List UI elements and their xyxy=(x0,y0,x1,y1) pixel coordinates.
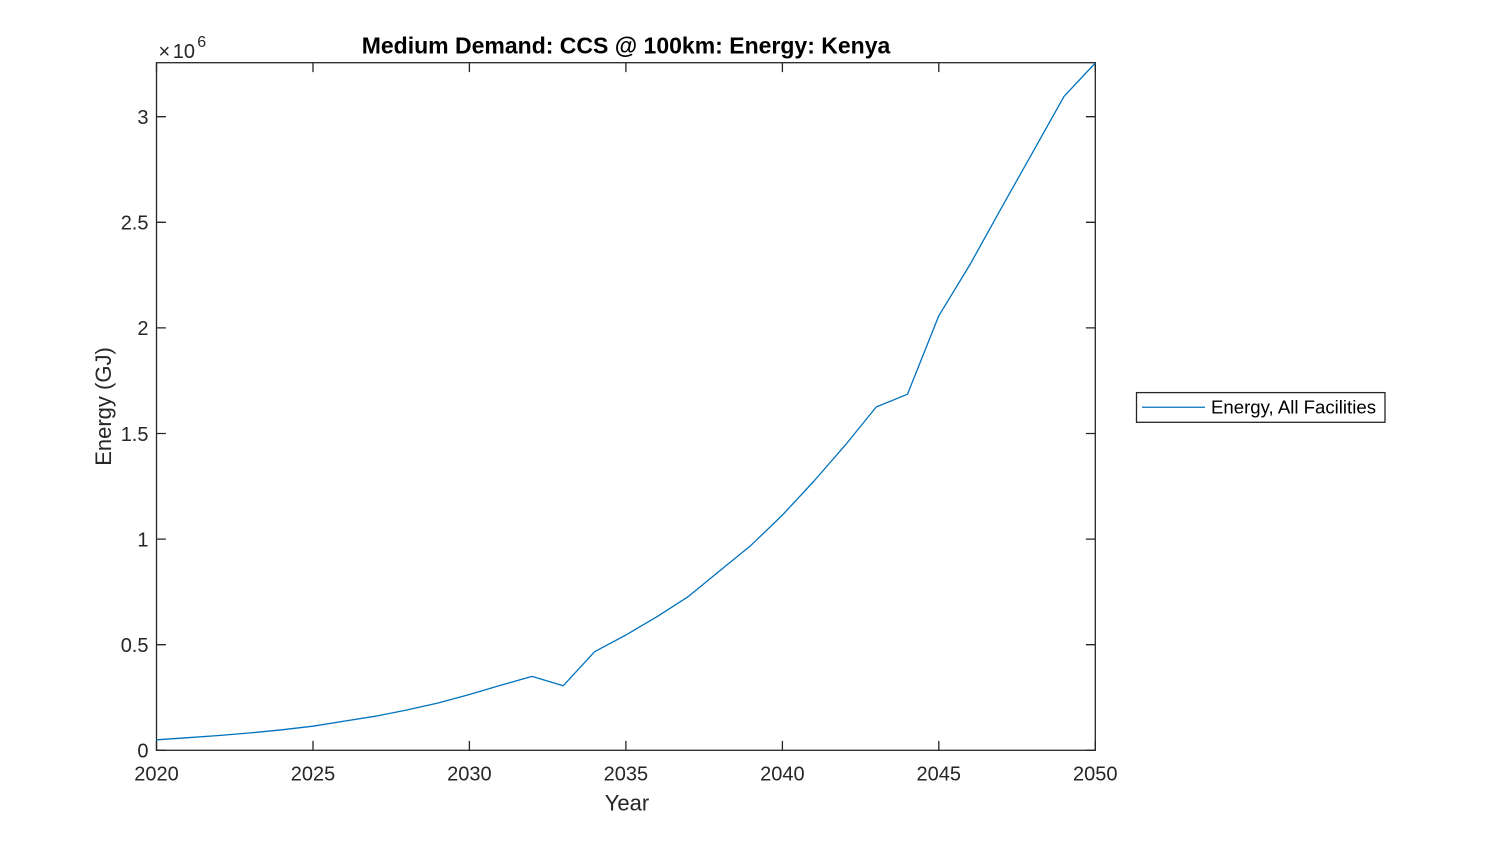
svg-text:0.5: 0.5 xyxy=(121,635,149,657)
svg-text:2020: 2020 xyxy=(134,763,179,785)
svg-text:0: 0 xyxy=(137,741,148,763)
svg-text:1.5: 1.5 xyxy=(121,424,149,446)
svg-text:2050: 2050 xyxy=(1073,763,1118,785)
svg-text:2: 2 xyxy=(137,318,148,340)
svg-text:1: 1 xyxy=(137,529,148,551)
svg-text:Energy (GJ): Energy (GJ) xyxy=(91,347,116,466)
svg-text:2035: 2035 xyxy=(604,763,649,785)
svg-text:2030: 2030 xyxy=(447,763,492,785)
svg-text:2040: 2040 xyxy=(760,763,805,785)
svg-text:2045: 2045 xyxy=(917,763,962,785)
svg-text:3: 3 xyxy=(137,107,148,129)
svg-text:Year: Year xyxy=(605,791,649,816)
svg-text:2.5: 2.5 xyxy=(121,213,149,235)
svg-text:Medium Demand: CCS @ 100km: En: Medium Demand: CCS @ 100km: Energy: Keny… xyxy=(362,33,891,59)
svg-text:2025: 2025 xyxy=(291,763,336,785)
svg-text:Energy, All Facilities: Energy, All Facilities xyxy=(1211,397,1376,418)
